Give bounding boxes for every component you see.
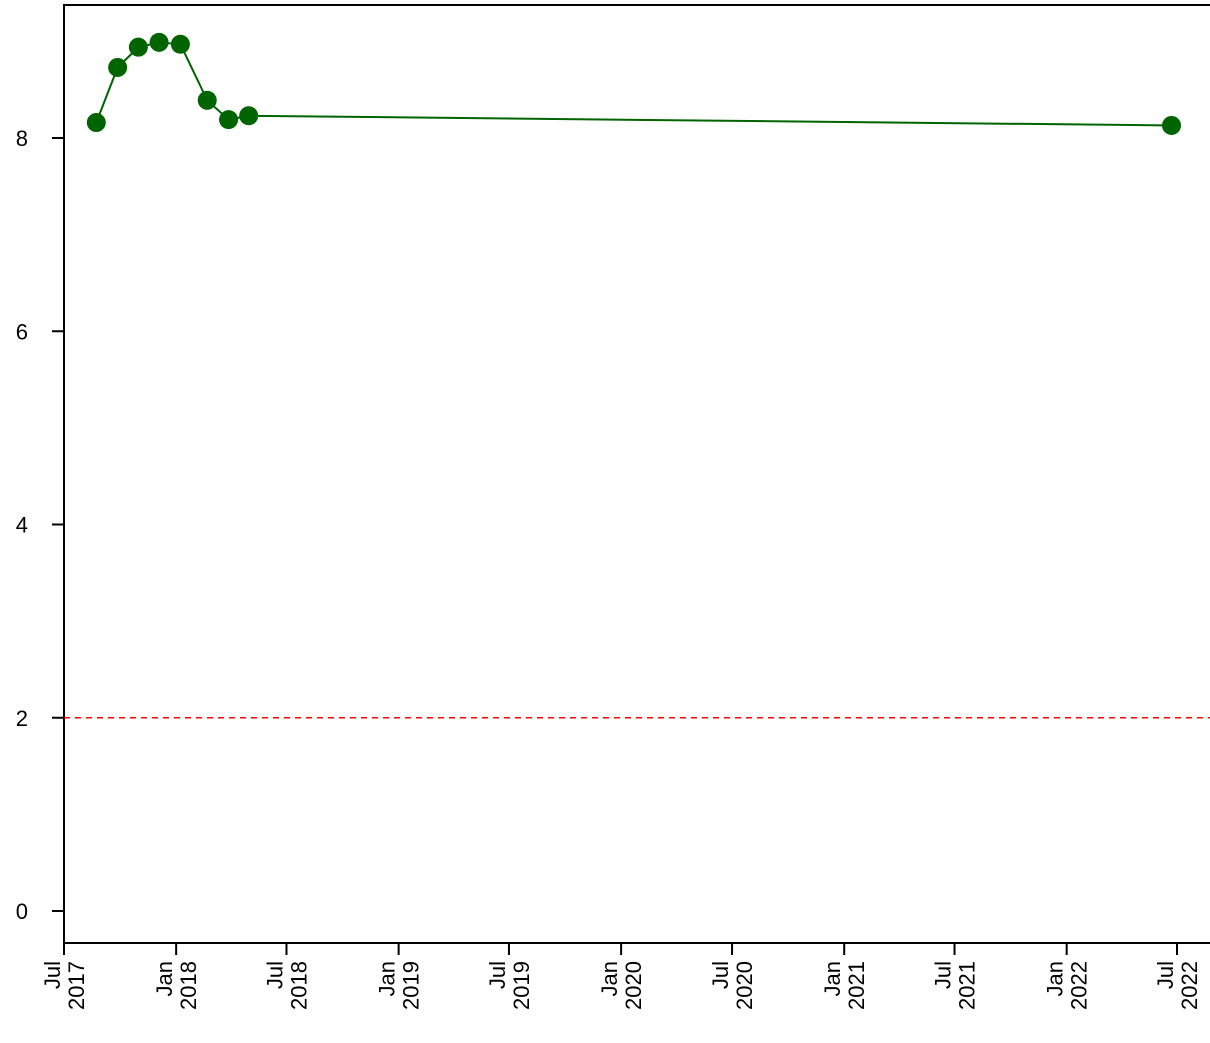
x-tick-label: Jul2021: [931, 961, 980, 1010]
x-tick-label-line: 2022: [1067, 961, 1092, 1010]
data-point: [170, 34, 190, 54]
x-tick-label: Jul2020: [708, 961, 757, 1010]
data-point: [108, 57, 128, 77]
x-tick-label-line: 2020: [621, 961, 646, 1010]
data-point: [219, 110, 239, 130]
y-tick-label: 8: [16, 126, 28, 151]
x-tick-label-line: Jul: [262, 961, 287, 989]
x-tick-label-line: 2019: [399, 961, 424, 1010]
x-tick-label-line: 2019: [509, 961, 534, 1010]
x-tick-label-line: Jul: [1153, 961, 1178, 989]
x-tick-label-line: 2018: [286, 961, 311, 1010]
x-tick-label: Jan2019: [375, 961, 424, 1010]
data-point: [86, 113, 106, 133]
y-tick-label: 6: [16, 319, 28, 344]
x-tick-label: Jul2022: [1153, 961, 1202, 1010]
x-tick-label-line: 2021: [844, 961, 869, 1010]
x-tick-label: Jan2020: [597, 961, 646, 1010]
x-tick-label-line: Jan: [820, 961, 845, 996]
x-tick-label: Jul2017: [40, 961, 89, 1010]
data-point: [239, 106, 259, 126]
x-tick-label-line: Jan: [152, 961, 177, 996]
x-tick-label-line: Jul: [40, 961, 65, 989]
data-point: [128, 37, 148, 57]
x-tick-label-line: Jul: [485, 961, 510, 989]
x-tick-label-line: Jan: [597, 961, 622, 996]
x-tick-label: Jan2021: [820, 961, 869, 1010]
x-tick-label: Jan2018: [152, 961, 201, 1010]
y-tick-label: 4: [16, 513, 28, 538]
x-tick-label-line: 2018: [176, 961, 201, 1010]
x-tick-label-line: Jul: [708, 961, 733, 989]
x-tick-label-line: 2017: [64, 961, 89, 1010]
x-tick-label-line: 2021: [955, 961, 980, 1010]
data-point: [149, 32, 169, 52]
y-tick-label: 0: [16, 899, 28, 924]
plot-frame: [63, 4, 1210, 944]
x-tick-label-line: Jul: [931, 961, 956, 989]
x-tick-label-line: Jan: [375, 961, 400, 996]
x-tick-label: Jul2019: [485, 961, 534, 1010]
data-point: [197, 90, 217, 110]
data-point: [1162, 115, 1182, 135]
y-tick-label: 2: [16, 706, 28, 731]
x-tick-label-line: 2022: [1177, 961, 1202, 1010]
x-tick-label: Jul2018: [262, 961, 311, 1010]
x-tick-label-line: Jan: [1043, 961, 1068, 996]
x-tick-label-line: 2020: [732, 961, 757, 1010]
x-tick-label: Jan2022: [1043, 961, 1092, 1010]
